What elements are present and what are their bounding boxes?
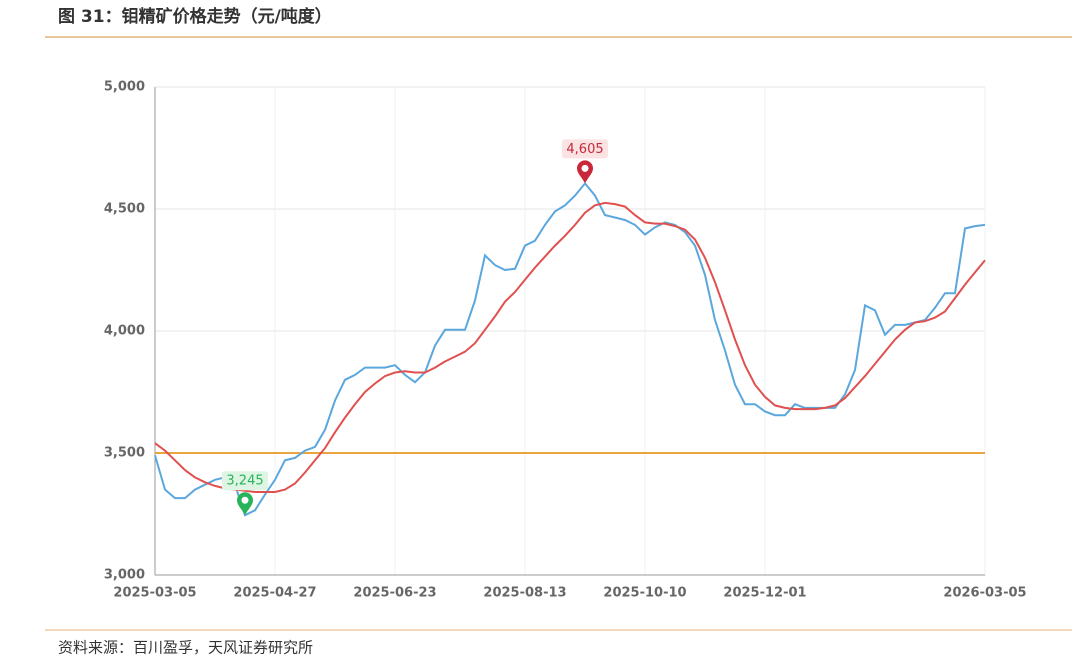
- series-line: [154, 201, 986, 493]
- x-tick-label: 2025-10-10: [603, 586, 686, 601]
- pin-label: 3,245: [226, 474, 263, 489]
- x-tick-label: 2025-12-01: [723, 586, 806, 601]
- chart-title: 图 31：钼精矿价格走势（元/吨度）: [58, 6, 332, 27]
- pin-dot: [241, 496, 249, 504]
- pin-label: 4,605: [566, 142, 603, 157]
- y-tick-label: 4,500: [104, 202, 145, 217]
- y-tick-label: 3,000: [104, 568, 145, 583]
- y-tick-label: 4,000: [104, 324, 145, 339]
- x-tick-label: 2025-06-23: [353, 586, 436, 601]
- y-tick-label: 5,000: [104, 80, 145, 95]
- series-line: [154, 181, 986, 517]
- x-tick-label: 2025-04-27: [233, 586, 316, 601]
- x-tick-label: 2025-08-13: [483, 586, 566, 601]
- pin-dot: [581, 164, 589, 172]
- source-note: 资料来源：百川盈孚，天风证券研究所: [58, 639, 313, 657]
- y-tick-label: 3,500: [104, 446, 145, 461]
- pin-label-box: [562, 139, 608, 159]
- pin-label-box: [222, 471, 268, 491]
- x-tick-label: 2025-03-05: [113, 586, 196, 601]
- x-tick-label: 2026-03-05: [943, 586, 1026, 601]
